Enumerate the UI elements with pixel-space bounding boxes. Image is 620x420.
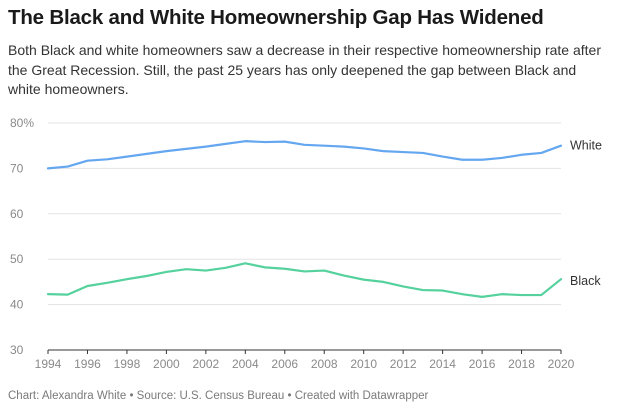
y-tick-label: 80% (10, 116, 34, 130)
x-tick-label: 1996 (74, 357, 101, 371)
x-tick-label: 1998 (114, 357, 141, 371)
x-tick-label: 2014 (429, 357, 456, 371)
x-tick-label: 2004 (232, 357, 259, 371)
x-tick-label: 2016 (469, 357, 496, 371)
y-tick-label: 50 (10, 252, 24, 266)
x-tick-label: 2006 (271, 357, 298, 371)
x-tick-label: 2010 (350, 357, 377, 371)
x-tick-label: 2018 (508, 357, 535, 371)
x-tick-label: 2020 (548, 357, 575, 371)
y-tick-label: 40 (10, 298, 24, 312)
series-line-white (46, 140, 563, 170)
y-tick-label: 30 (10, 343, 24, 357)
x-tick-label: 1994 (35, 357, 62, 371)
series-line-black (46, 262, 563, 298)
x-tick-label: 2002 (192, 357, 219, 371)
series-label-black: Black (570, 274, 601, 288)
x-tick-label: 2008 (311, 357, 338, 371)
chart-title: The Black and White Homeownership Gap Ha… (8, 6, 544, 29)
chart-subtitle: Both Black and white homeowners saw a de… (8, 42, 601, 97)
series-label-white: White (570, 139, 602, 153)
chart-notes: Chart: Alexandra White • Source: U.S. Ce… (8, 390, 429, 402)
x-tick-label: 2012 (390, 357, 417, 371)
y-tick-label: 60 (10, 207, 24, 221)
x-tick-label: 2000 (153, 357, 180, 371)
y-tick-label: 70 (10, 161, 24, 175)
